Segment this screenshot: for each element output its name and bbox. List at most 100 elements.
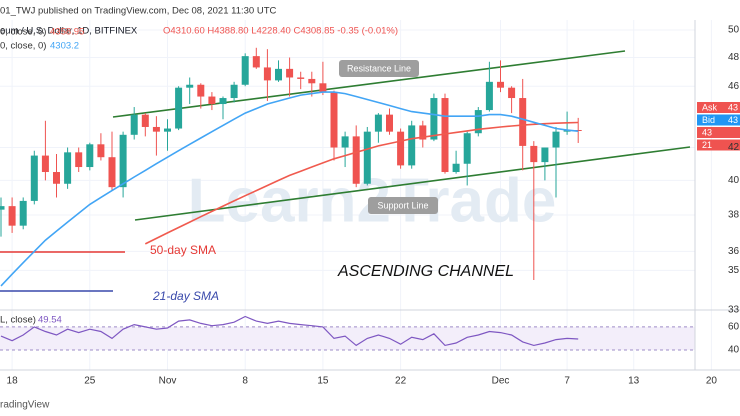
candle-body (164, 128, 171, 132)
candle-body (75, 152, 83, 168)
sma21-label: 21-day SMA (152, 289, 219, 303)
candle-body (64, 152, 72, 184)
candle-body (275, 68, 282, 81)
candle-body (430, 98, 438, 140)
price-tag (697, 139, 740, 151)
candle-body (19, 200, 27, 226)
ohlc: O4310.60 H4388.80 L4228.40 C4308.85 -0.3… (163, 26, 398, 37)
candle-body (97, 144, 105, 158)
legend-value: 4358.95 (50, 27, 84, 38)
candle-body (519, 98, 527, 146)
candle-body (308, 78, 316, 84)
candle-body (408, 125, 416, 166)
sma-line (144, 121, 579, 245)
candle-body (485, 81, 493, 111)
y-tick-label: 40 (728, 175, 740, 186)
candle-body (119, 134, 127, 188)
candle-body (219, 98, 227, 105)
candle-body (263, 67, 271, 81)
support-label: Support Line (377, 200, 428, 210)
rsi-tick-label: 40 (728, 345, 740, 356)
price-tags: Ask 43 Bid 43 43 21 (697, 102, 740, 151)
candle-body (341, 136, 349, 148)
candle-body (0, 206, 5, 210)
sma50-label: 50-day SMA (150, 243, 216, 257)
candle-body (53, 172, 60, 184)
support-line (134, 146, 691, 221)
support-label-box (368, 197, 438, 214)
candle-body (463, 133, 471, 164)
y-tick-label: 46 (728, 81, 740, 92)
candle-body (175, 87, 183, 129)
y-tick-label: 48 (728, 52, 740, 63)
y-tick-label: 36 (728, 246, 740, 257)
candle-body (352, 136, 360, 184)
candle-body (319, 83, 327, 93)
candle-body (441, 98, 449, 173)
rsi-legend-value: 49.54 (38, 315, 62, 326)
y-tick-label: 35 (728, 265, 740, 276)
candle-body (541, 147, 549, 163)
legend-name: 0, close, 0) (0, 27, 46, 38)
published: 01_TWJ published on TradingView.com, Dec… (0, 6, 276, 17)
x-tick-label: Nov (159, 376, 177, 387)
x-tick-label: 20 (706, 376, 718, 387)
candle-body (230, 84, 238, 99)
price-tag (697, 102, 740, 113)
x-tick-label: 22 (395, 376, 407, 387)
candle-body (30, 155, 38, 201)
candle-body (252, 56, 260, 68)
resistance-line (112, 50, 626, 118)
rsi-legend-name: L, close) (0, 315, 36, 326)
candle-body (297, 77, 305, 79)
price-tag-label: Ask (702, 102, 718, 112)
x-tick-label: 8 (242, 376, 248, 387)
candle-body (452, 163, 460, 173)
rsi-line (0, 315, 579, 347)
x-tick-label: Dec (492, 376, 510, 387)
candle-body (508, 87, 516, 99)
candle-body (419, 125, 427, 140)
candle-body (86, 144, 94, 168)
x-tick-label: 25 (84, 376, 96, 387)
channel-label: ASCENDING CHANNEL (337, 263, 514, 280)
candle-body (130, 114, 138, 135)
price-tag-price: 43 (728, 115, 738, 125)
sma-line (0, 91, 579, 287)
price-tag-label: Bid (702, 115, 715, 125)
candle-body (397, 131, 405, 166)
candle-body (141, 114, 149, 127)
candle-body (552, 131, 560, 148)
x-tick-label: 7 (564, 376, 570, 387)
candle-body (197, 84, 205, 97)
candle-body (41, 155, 49, 173)
candle-body (374, 114, 382, 132)
footer: radingView (0, 400, 50, 411)
candle-body (8, 206, 16, 226)
candle-body (241, 56, 249, 85)
price-tag-label: 21 (702, 140, 712, 150)
candle-body (108, 157, 116, 188)
y-tick-label: 33 (728, 305, 740, 316)
symbol: eum / U.S. Dollar, 1D, BITFINEX (0, 26, 138, 37)
legend-value: 4303.2 (50, 41, 79, 52)
y-tick-label: 50 (728, 25, 740, 36)
resistance-label-box (339, 60, 419, 77)
price-tag (697, 127, 740, 138)
candle-body (286, 68, 294, 78)
candle-body (363, 131, 371, 184)
candle-body (497, 81, 504, 88)
price-tag-price: 43 (728, 102, 738, 112)
plot (0, 47, 582, 347)
price-tag-label: 43 (702, 127, 712, 137)
legend-name: 0, close, 0) (0, 41, 46, 52)
candle-body (530, 145, 538, 163)
x-tick-label: 13 (628, 376, 640, 387)
y-tick-label: 42 (728, 142, 740, 153)
rsi-tick-label: 60 (728, 322, 740, 333)
x-tick-label: 15 (317, 376, 329, 387)
x-tick-label: 18 (7, 376, 19, 387)
y-tick-label: 38 (728, 210, 740, 221)
candle-body (152, 126, 160, 132)
